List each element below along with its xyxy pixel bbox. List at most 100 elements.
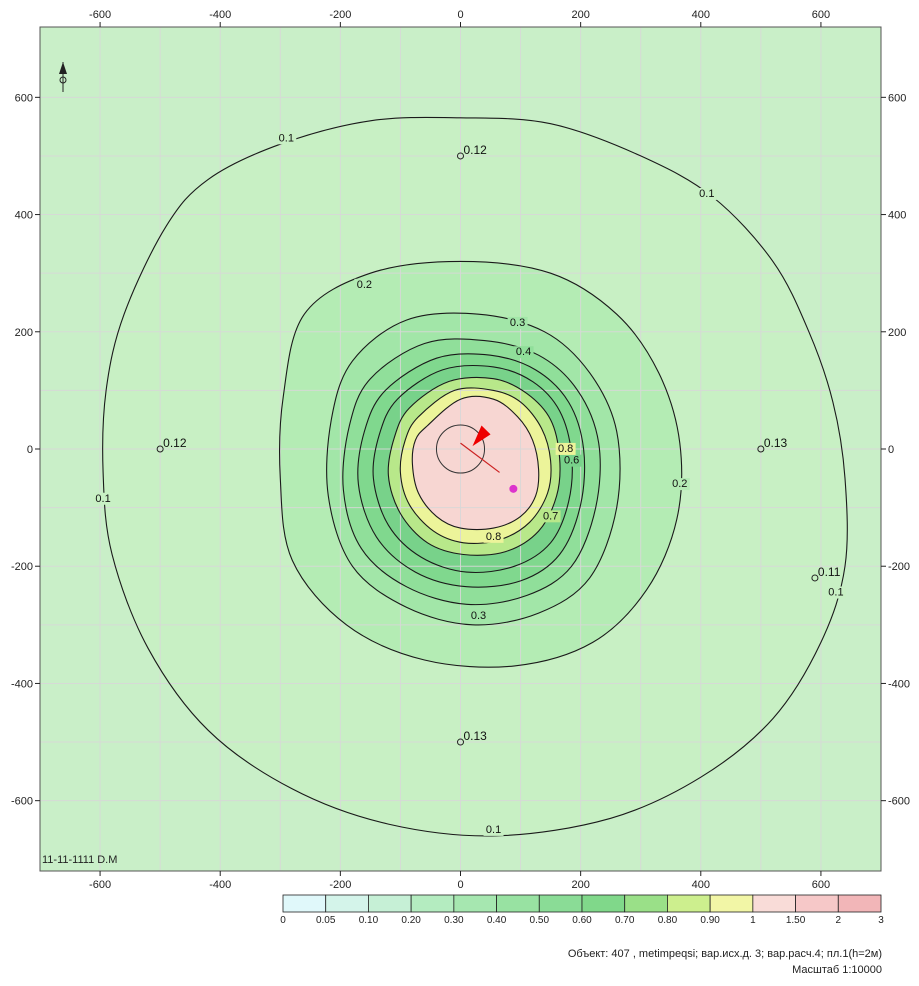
contour-label: 0.3: [510, 317, 525, 329]
contour-line: [342, 338, 601, 606]
contour-label-bg: [354, 278, 375, 291]
x-tick-label-bottom: -600: [89, 879, 111, 891]
y-tick-label-right: 400: [888, 210, 906, 222]
inner-contour-circle: [435, 424, 486, 474]
legend-swatch: [538, 894, 583, 913]
contour-label: 0.1: [95, 493, 110, 505]
contour-label: 0.1: [486, 824, 501, 836]
axis-ticks: -600 -600 -400 -400 -200 -200 0 0 200 200 400 400 60…: [11, 9, 910, 891]
x-tick-label-top: 0: [457, 9, 463, 21]
contour-label: 0.1: [828, 587, 843, 599]
x-tick-label-bottom: 200: [571, 879, 589, 891]
contour-label-bg: [513, 346, 534, 359]
y-tick-label-left: 600: [15, 92, 33, 104]
map-corner-label: 11-11-1111 D.M: [42, 854, 117, 866]
contour-fill: [412, 396, 539, 530]
emission-source-marker: [472, 425, 491, 447]
x-tick-label-top: 200: [571, 9, 589, 21]
y-tick-label-right: -600: [888, 796, 910, 808]
legend-label: 0.40: [487, 915, 507, 926]
contour-label: 0.8: [558, 443, 573, 455]
calc-point-label: 0.13: [464, 729, 488, 743]
contour-lines: 0.10.10.10.10.10.20.20.30.30.40.60.70.80…: [93, 116, 848, 837]
legend-swatch: [368, 894, 412, 913]
legend-swatch: [325, 894, 369, 913]
contour-label: 0.1: [699, 188, 714, 200]
calc-point-marker: [757, 445, 765, 453]
calc-point-marker: [811, 574, 819, 582]
contour-label-bg: [483, 823, 504, 836]
x-tick-label-bottom: -200: [329, 879, 351, 891]
x-tick-label-bottom: 400: [692, 879, 710, 891]
y-tick-label-left: 0: [27, 444, 33, 456]
legend: 0 0.05 0.10 0.20 0.30 0.40 0.50 0.60 0.70 0.80 0.9…: [280, 894, 884, 926]
y-tick-label-left: -400: [11, 678, 33, 690]
contour-label-bg: [825, 586, 846, 599]
x-tick-label-top: -400: [209, 9, 231, 21]
legend-swatch: [667, 894, 711, 913]
contour-label-bg: [483, 530, 504, 543]
x-tick-label-top: -200: [329, 9, 351, 21]
legend-label: 0.90: [700, 915, 720, 926]
contour-label: 0.3: [471, 610, 486, 622]
legend-label: 3: [878, 915, 884, 926]
calc-point-label: 0.13: [764, 436, 788, 450]
legend-label: 0.60: [572, 915, 592, 926]
contour-line: [278, 260, 683, 668]
calc-point-marker: [156, 445, 164, 453]
legend-label: 1.50: [786, 915, 806, 926]
contour-label: 0.8: [486, 531, 501, 543]
legend-swatch: [624, 894, 668, 913]
legend-swatch: [837, 894, 882, 913]
legend-swatch: [496, 894, 540, 913]
legend-swatch: [709, 894, 754, 913]
x-tick-label-top: 600: [812, 9, 830, 21]
x-tick-label-top: -600: [89, 9, 111, 21]
contour-label-bg: [276, 132, 297, 145]
legend-label: 0.05: [316, 915, 336, 926]
legend-swatch: [453, 894, 497, 913]
north-arrow-icon: [59, 62, 67, 92]
y-tick-label-left: 200: [15, 327, 33, 339]
emission-source-marker: [509, 484, 518, 493]
contour-line: [326, 312, 621, 626]
contour-line: [372, 365, 573, 574]
legend-label: 1: [750, 915, 756, 926]
contour-label-bg: [93, 492, 114, 505]
calc-point-marker: [457, 152, 464, 160]
contour-label-bg: [507, 316, 528, 329]
contour-label: 0.2: [672, 478, 687, 490]
contour-line: [387, 376, 561, 556]
contour-label: 0.1: [279, 132, 294, 144]
x-tick-label-top: 400: [692, 9, 710, 21]
legend-swatch: [581, 894, 626, 913]
contour-line: [102, 116, 848, 837]
legend-swatch: [795, 894, 839, 913]
source-link-line: [460, 442, 500, 473]
contour-label: 0.2: [357, 279, 372, 291]
calc-point-marker: [457, 738, 464, 746]
legend-label: 0: [280, 915, 286, 926]
calc-point-label: 0.12: [163, 436, 187, 450]
contour-label-bg: [696, 187, 717, 200]
y-tick-label-right: 600: [888, 92, 906, 104]
legend-label: 0.30: [444, 915, 464, 926]
contour-label-bg: [468, 609, 489, 622]
legend-label: 2: [836, 915, 842, 926]
contour-line: [411, 395, 540, 531]
y-tick-label-left: 400: [15, 210, 33, 222]
y-tick-label-left: -200: [11, 561, 33, 573]
y-tick-label-right: 0: [888, 444, 894, 456]
contour-label: 0.6: [564, 455, 579, 467]
legend-label: 0.70: [615, 915, 635, 926]
legend-swatch: [752, 894, 796, 913]
contour-label-bg: [669, 478, 690, 491]
x-tick-label-bottom: 600: [812, 879, 830, 891]
contour-label-bg: [555, 442, 576, 455]
legend-swatch: [282, 894, 327, 913]
legend-label: 0.50: [530, 915, 550, 926]
calc-point-label: 0.11: [818, 565, 841, 579]
y-tick-label-right: 200: [888, 327, 906, 339]
y-tick-label-left: -600: [11, 796, 33, 808]
